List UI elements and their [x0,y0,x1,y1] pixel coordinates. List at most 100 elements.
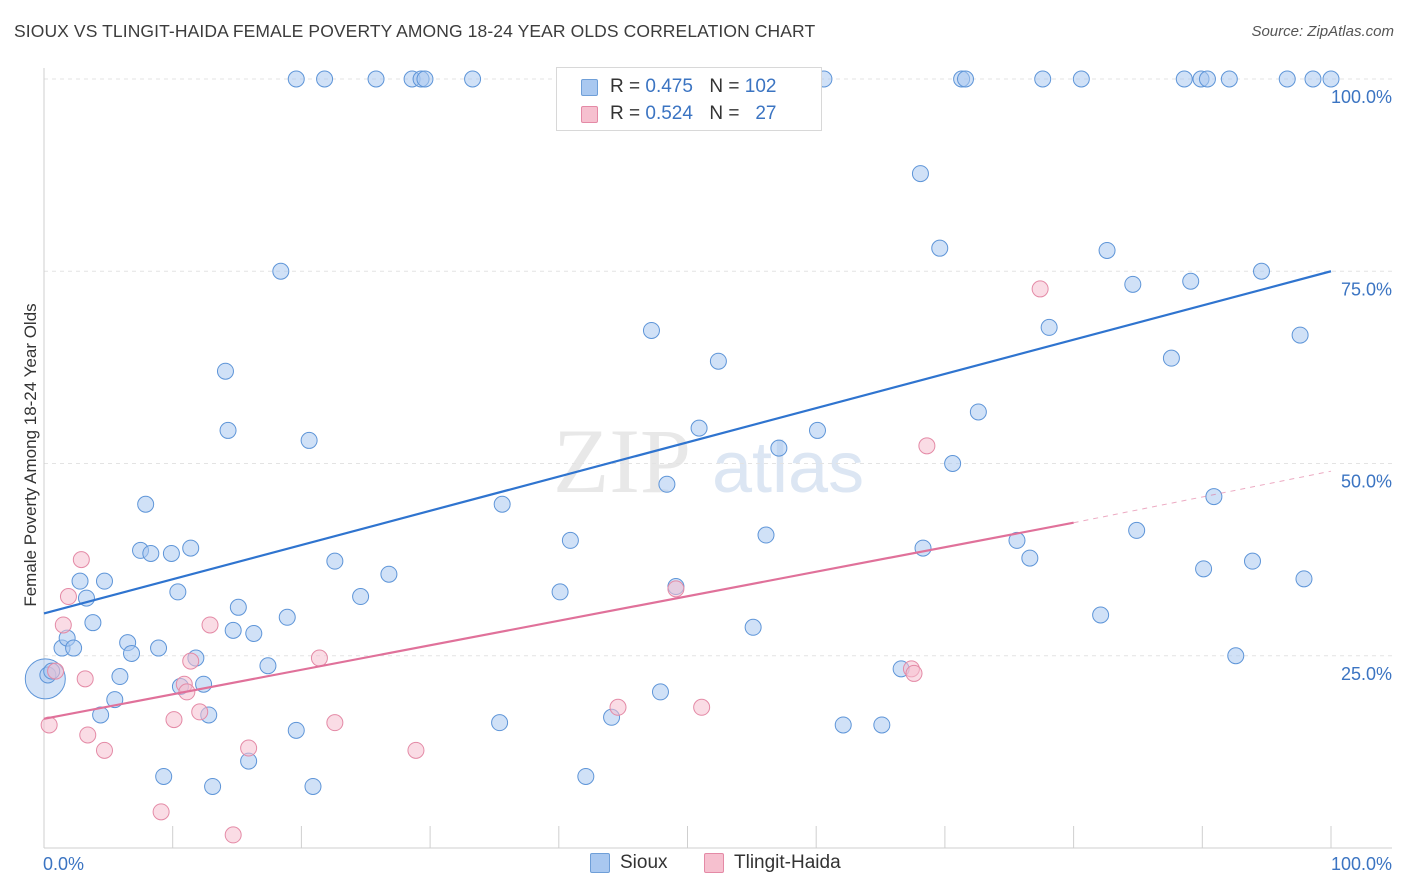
tlingit-haida-point [224,826,242,844]
sioux-point [651,683,669,701]
chart-title: SIOUX VS TLINGIT-HAIDA FEMALE POVERTY AM… [14,21,816,41]
legend-r-label: R = [610,76,641,97]
tlingit-haida-point [54,616,72,634]
sioux-point [1175,70,1193,88]
bottom-legend-label: Tlingit-Haida [734,852,841,873]
tlingit-haida-point [407,741,425,759]
sioux-point [561,531,579,549]
tlingit-haida-point [667,580,685,598]
sioux-point [367,70,385,88]
y-axis-label: Female Poverty Among 18-24 Year Olds [21,303,40,606]
sioux-point [1227,647,1245,665]
tlingit-haida-point [40,716,58,734]
tlingit-haida-point [201,616,219,634]
tlingit-haida-point [240,739,258,757]
sioux-point [1205,488,1223,506]
y-tick-label: 25.0% [1341,664,1392,684]
legend-n-label: N = [709,103,740,124]
sioux-point [1304,70,1322,88]
sioux-point [278,608,296,626]
sioux-point [493,495,511,513]
tlingit-haida-point [165,711,183,729]
sioux-point [1198,70,1216,88]
tlingit-haida-point [47,662,65,680]
sioux-point [155,767,173,785]
bottom-legend-sioux: Sioux [590,852,668,874]
tlingit-haida-point [905,664,923,682]
sioux-point [551,583,569,601]
sioux-point [1040,318,1058,336]
x-tick-label: 100.0% [1331,854,1392,874]
legend-r-value: 0.475 [645,76,693,97]
bottom-swatch-sioux [590,853,610,873]
sioux-point [944,455,962,472]
tlingit-haida-point [152,803,170,821]
legend-n-label: N = [709,76,740,97]
watermark: ZIP atlas [553,410,864,512]
sioux-point [834,716,852,734]
sioux-point [757,526,775,544]
tlingit-haida-point [191,703,209,721]
x-tick-label: 0.0% [43,854,84,874]
sioux-point [216,362,234,380]
sioux-point [71,572,89,590]
sioux-point [229,598,247,616]
sioux-point [464,70,482,88]
tlingit-haida-point [326,714,344,732]
sioux-point [1072,70,1090,88]
sioux-point [137,495,155,513]
sioux-point [873,716,891,734]
sioux-point [304,777,322,795]
tlingit-haida-point [95,741,113,759]
sioux-point [709,352,727,370]
sioux-point [690,419,708,437]
y-tick-label: 75.0% [1341,279,1392,299]
sioux-point [931,239,949,257]
sioux-point [245,624,263,642]
sioux-point [491,714,509,732]
sioux-point [770,439,788,457]
sioux-point [65,639,83,657]
sioux-point [204,777,222,795]
sioux-point [300,431,318,449]
sioux-point [1034,70,1052,88]
sioux-point [744,618,762,636]
watermark-zip: ZIP [553,410,691,512]
tlingit-haida-point [693,698,711,716]
sioux-point [1322,70,1340,88]
legend-row-tlingit-haida: R = 0.524 N = 27 [581,102,776,126]
tlingit-haida-point [918,437,936,455]
watermark-atlas: atlas [712,428,864,508]
legend-r-value: 0.524 [645,103,693,124]
y-tick-label: 50.0% [1341,472,1392,492]
sioux-point [1220,70,1238,88]
tlingit-haida-point [59,588,77,606]
sioux-point [808,421,826,439]
sioux-point [123,644,141,662]
sioux-point [1162,349,1180,367]
sioux-point [1243,552,1261,570]
sioux-point [1295,570,1313,588]
sioux-point [577,767,595,785]
sioux-trend-line [43,270,1332,615]
sioux-point [326,552,344,570]
legend-swatch-tlingit-haida [581,105,598,123]
sioux-point [1124,275,1142,293]
sioux-point [642,321,660,339]
tlingit-haida-point [1031,280,1049,298]
legend-n-value: 102 [744,76,777,97]
sioux-point [162,544,180,562]
sioux-point [1253,262,1271,280]
source-label: Source: ZipAtlas.com [1251,23,1394,40]
sioux-point [1278,70,1296,88]
sioux-point [259,657,277,675]
y-tick-label: 100.0% [1331,87,1392,107]
sioux-point [1195,560,1213,578]
tlingit-haida-trend-line [43,521,1074,720]
sioux-point [169,583,187,601]
legend-swatch-sioux [581,78,598,96]
sioux-point [352,588,370,606]
tick-labels: 25.0% 50.0% 75.0% 100.0% 0.0% 100.0% [43,87,1392,874]
sioux-point [969,403,987,421]
